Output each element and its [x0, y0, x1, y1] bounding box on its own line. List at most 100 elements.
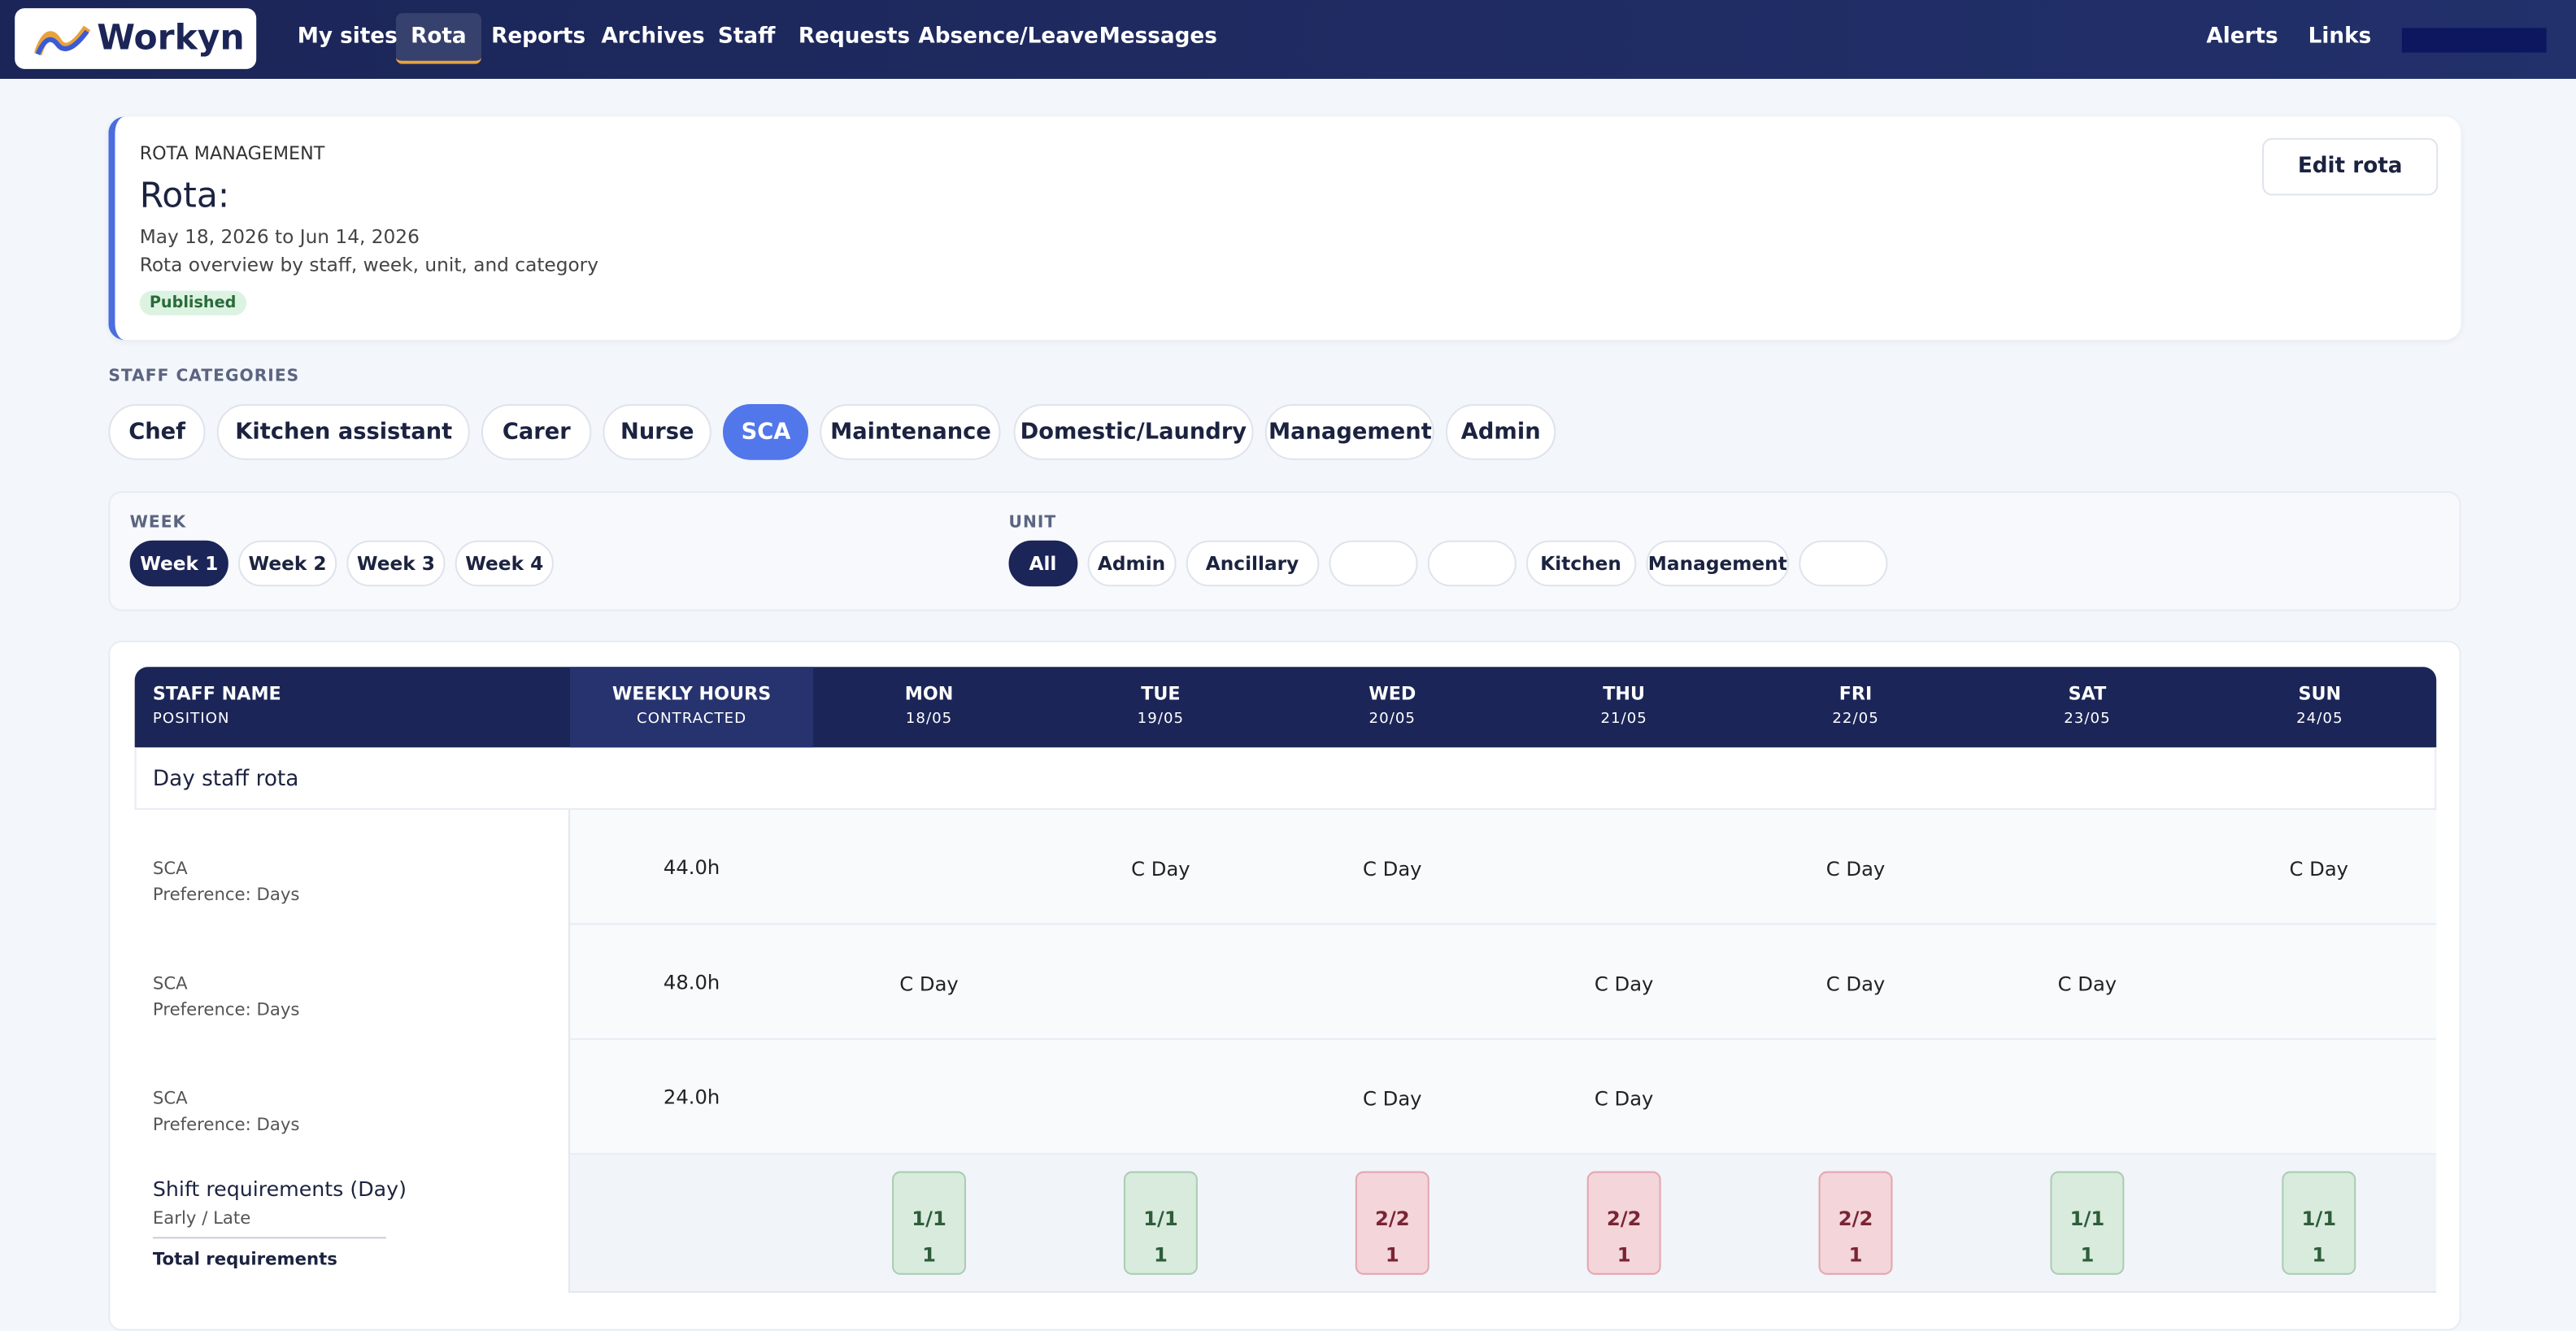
requirement-box[interactable]: [1123, 1171, 1198, 1275]
requirement-box[interactable]: [1586, 1171, 1661, 1275]
category-pill[interactable]: Maintenance: [820, 404, 1002, 460]
shift[interactable]: C Day: [1825, 857, 1886, 881]
title: Rota:: [139, 176, 230, 215]
column-title: SAT: [2068, 683, 2107, 705]
logo-box[interactable]: Workyn: [15, 8, 257, 69]
dates: May 18, 2026 to Jun 14, 2026: [139, 224, 420, 249]
unit-pill[interactable]: [1328, 540, 1417, 587]
unit-pill[interactable]: All: [1008, 540, 1077, 587]
column-header: WEEKLY HOURS CONTRACTED: [570, 667, 814, 748]
requirement-ratio: 1/1: [2069, 1207, 2105, 1231]
logo-text: Workyn: [97, 18, 245, 58]
requirement-total: 1: [1848, 1243, 1863, 1267]
column-title: TUE: [1141, 683, 1181, 705]
requirement-box[interactable]: [1818, 1171, 1893, 1275]
requirement-ratio: 2/2: [1374, 1207, 1410, 1231]
unit-label: UNIT: [1008, 514, 1057, 533]
shift[interactable]: C Day: [2289, 857, 2349, 881]
nav-item[interactable]: Absence/Leave: [918, 24, 1099, 50]
category-pill[interactable]: SCA: [723, 404, 809, 460]
unit-pill[interactable]: Admin: [1086, 540, 1177, 587]
column-title: MON: [904, 683, 954, 705]
column-sub: 20/05: [1368, 711, 1416, 729]
column-sub: 24/05: [2296, 711, 2343, 729]
requirements-title: Shift requirements (Day): [152, 1176, 407, 1201]
unit-pill[interactable]: Ancillary: [1186, 540, 1319, 587]
requirement-total: 1: [2312, 1243, 2326, 1267]
nav-item[interactable]: My sites: [297, 24, 398, 50]
requirement-ratio: 2/2: [1606, 1207, 1642, 1231]
shift[interactable]: C Day: [1594, 972, 1654, 996]
nav-item[interactable]: Links: [2308, 24, 2372, 50]
requirement-box[interactable]: [2050, 1171, 2125, 1275]
name-cell: [134, 1039, 571, 1155]
column-title: STAFF NAME: [152, 683, 281, 705]
nav-item[interactable]: Requests: [798, 24, 911, 50]
user-box[interactable]: [2401, 28, 2547, 53]
column-sub: 22/05: [1832, 711, 1879, 729]
section-title: Day staff rota: [152, 767, 299, 792]
requirements-total-label: Total requirements: [152, 1250, 337, 1270]
requirement-ratio: 1/1: [1143, 1207, 1178, 1231]
unit-pill[interactable]: [1426, 540, 1516, 587]
status-badge: Published: [139, 290, 246, 315]
requirement-total: 1: [2080, 1243, 2095, 1267]
shift[interactable]: C Day: [1363, 857, 1422, 881]
unit-pill[interactable]: Kitchen: [1525, 540, 1637, 587]
column-header: WED 20/05: [1277, 683, 1508, 728]
shift[interactable]: C Day: [1363, 1087, 1422, 1111]
position: SCA: [152, 859, 188, 879]
column-sub: 18/05: [905, 711, 953, 729]
unit-pill[interactable]: [1799, 540, 1888, 587]
name-cell: [134, 810, 571, 925]
category-pill[interactable]: Chef: [108, 404, 206, 460]
category-pill[interactable]: Admin: [1446, 404, 1556, 460]
column-sub: POSITION: [152, 711, 230, 729]
nav-item[interactable]: Reports: [491, 24, 586, 50]
shift[interactable]: C Day: [1594, 1087, 1654, 1111]
week-pill[interactable]: Week 3: [346, 540, 446, 587]
preference: Preference: Days: [152, 885, 300, 906]
requirement-total: 1: [922, 1243, 936, 1267]
requirement-box[interactable]: [1355, 1171, 1429, 1275]
hours: 48.0h: [663, 971, 720, 994]
nav-item[interactable]: Rota: [395, 13, 481, 64]
column-title: SUN: [2298, 683, 2342, 705]
category-pill[interactable]: Management: [1265, 404, 1435, 460]
column-title: FRI: [1838, 683, 1873, 705]
requirement-box[interactable]: [2282, 1171, 2356, 1275]
shift[interactable]: C Day: [1825, 972, 1886, 996]
column-header: THU 21/05: [1508, 683, 1740, 728]
nav-item[interactable]: Archives: [601, 24, 705, 50]
eyebrow: ROTA MANAGEMENT: [139, 142, 325, 165]
nav-item[interactable]: Messages: [1099, 24, 1217, 50]
week-pill[interactable]: Week 2: [237, 540, 337, 587]
column-header: MON 18/05: [813, 683, 1045, 728]
category-pill[interactable]: Nurse: [603, 404, 712, 460]
unit-pill[interactable]: Management: [1646, 540, 1790, 587]
column-header: SUN 24/05: [2203, 683, 2436, 728]
categories-label: STAFF CATEGORIES: [108, 368, 300, 386]
requirement-ratio: 1/1: [2301, 1207, 2337, 1231]
requirement-total: 1: [1153, 1243, 1168, 1267]
table-header: [134, 667, 2437, 748]
category-pill[interactable]: Domestic/Laundry: [1012, 404, 1255, 460]
edit-button[interactable]: Edit rota: [2262, 137, 2439, 196]
week-pill[interactable]: Week 4: [455, 540, 554, 587]
column-title: WED: [1368, 683, 1416, 705]
shift[interactable]: C Day: [2057, 972, 2117, 996]
category-pill[interactable]: Kitchen assistant: [217, 404, 471, 460]
nav-item[interactable]: Alerts: [2206, 24, 2278, 50]
shift[interactable]: C Day: [1131, 857, 1190, 881]
category-pill[interactable]: Carer: [481, 404, 591, 460]
requirement-box[interactable]: [892, 1171, 966, 1275]
shift[interactable]: C Day: [899, 972, 959, 996]
position: SCA: [152, 1089, 188, 1109]
column-title: WEEKLY HOURS: [611, 683, 772, 705]
column-sub: 19/05: [1137, 711, 1185, 729]
description: Rota overview by staff, week, unit, and …: [139, 253, 598, 276]
logo-icon: [34, 25, 91, 56]
week-pill[interactable]: Week 1: [129, 540, 228, 587]
preference: Preference: Days: [152, 1115, 300, 1136]
nav-item[interactable]: Staff: [717, 24, 776, 50]
